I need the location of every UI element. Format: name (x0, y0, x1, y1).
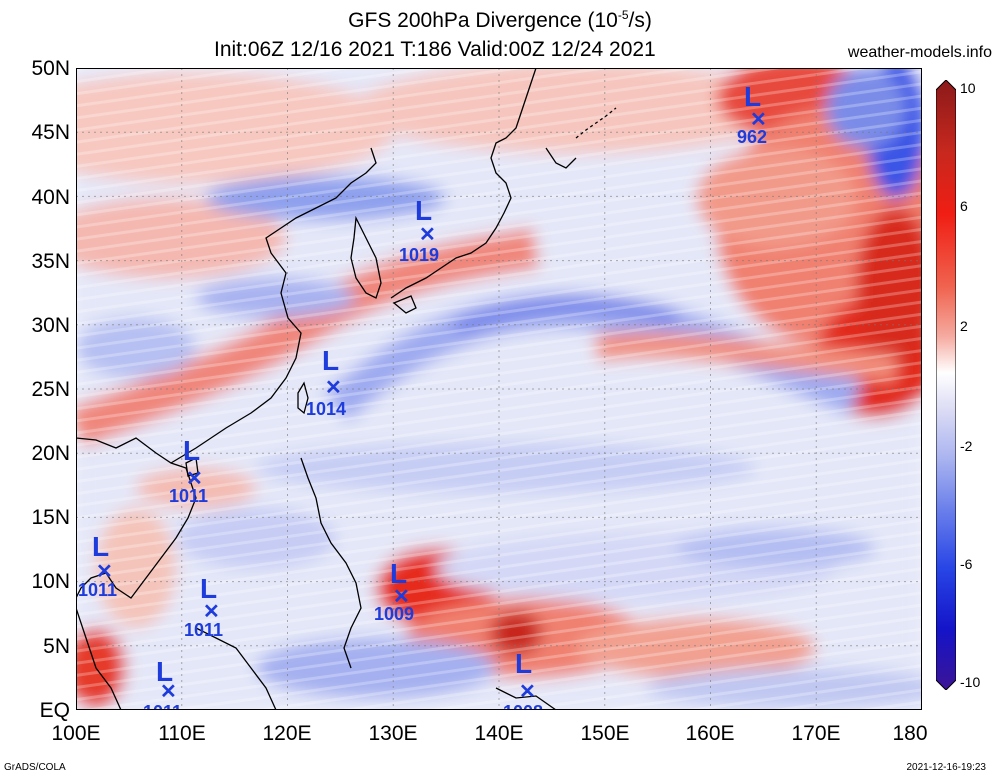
low-pressure: 1011 (78, 580, 117, 600)
colorbar-label: 2 (960, 318, 968, 334)
low-marker: L ✕ 962 (737, 81, 767, 147)
lat-label: 25N (31, 378, 70, 401)
low-marker: L ✕ 1011 (143, 656, 182, 710)
low-pressure: 962 (737, 127, 767, 147)
title-prefix: GFS 200hPa Divergence (10 (348, 9, 618, 32)
low-pressure: 1009 (374, 604, 414, 624)
low-cross: ✕ (203, 601, 220, 623)
low-symbol: L (515, 648, 532, 679)
chart-title: GFS 200hPa Divergence (10-5/s) (0, 8, 1000, 33)
colorbar-label: 10 (960, 80, 976, 96)
low-cross: ✕ (325, 377, 342, 399)
coastline-japan (390, 68, 537, 299)
colorbar-label: -2 (960, 438, 973, 454)
low-pressure: 1019 (399, 245, 439, 265)
coastline-philippines (300, 457, 362, 669)
low-pressure: 1008 (503, 702, 543, 710)
lat-label: 50N (31, 57, 70, 80)
lat-label: 30N (31, 314, 70, 337)
low-pressure: 1014 (306, 399, 346, 419)
lat-label: 10N (31, 570, 70, 593)
low-symbol: L (390, 558, 407, 589)
site-label: weather-models.info (847, 44, 992, 61)
low-symbol: L (200, 573, 217, 604)
low-marker: L ✕ 1014 (306, 345, 346, 419)
lon-label: 140E (474, 722, 524, 745)
lat-label: 40N (31, 186, 70, 209)
coastline-taiwan (297, 381, 309, 415)
coastline-kyushu (392, 295, 417, 314)
lon-label: 130E (368, 722, 418, 745)
lon-label: 160E (685, 722, 735, 745)
lon-label: 100E (51, 722, 101, 745)
coastlines (76, 68, 617, 710)
low-pressure: 1011 (169, 486, 208, 506)
lat-label: 5N (43, 635, 70, 658)
map-frame (76, 68, 922, 710)
lat-label: 35N (31, 250, 70, 273)
title-suffix: /s) (628, 9, 652, 32)
coastline-korea (350, 215, 382, 299)
lon-label: 170E (791, 722, 841, 745)
credit-grads: GrADS/COLA (4, 762, 66, 773)
low-cross: ✕ (160, 681, 177, 703)
low-cross: ✕ (419, 224, 436, 246)
lat-label: 15N (31, 506, 70, 529)
lat-label: 45N (31, 121, 70, 144)
low-markers: L ✕ 962 L ✕ 1019 L ✕ 1014 L ✕ 1011 L ✕ 1… (78, 81, 767, 710)
low-symbol: L (183, 435, 200, 466)
low-symbol: L (415, 195, 432, 226)
colorbar-ramp (936, 80, 956, 690)
low-marker: L ✕ 1008 (503, 648, 543, 710)
low-cross: ✕ (519, 681, 536, 703)
low-cross: ✕ (96, 561, 113, 583)
coastline-new-guinea (495, 687, 557, 710)
lat-label: 20N (31, 442, 70, 465)
chart-subtitle: Init:06Z 12/16 2021 T:186 Valid:00Z 12/2… (214, 38, 656, 61)
low-marker: L ✕ 1011 (78, 531, 117, 600)
low-marker: L ✕ 1011 (169, 435, 208, 506)
coastline-sakhalin (545, 147, 577, 169)
low-marker: L ✕ 1019 (399, 195, 439, 265)
title-exponent: -5 (617, 8, 629, 22)
lat-label: EQ (39, 699, 70, 722)
lon-label: 150E (580, 722, 630, 745)
lon-label: 120E (262, 722, 312, 745)
low-cross: ✕ (186, 468, 203, 490)
coastline-hainan (185, 457, 199, 477)
colorbar-label: -6 (960, 556, 973, 572)
coastline-asia (76, 437, 197, 599)
low-marker: L ✕ 1011 (184, 573, 223, 640)
low-symbol: L (322, 345, 339, 376)
coastline-china (170, 147, 377, 464)
low-symbol: L (92, 531, 109, 562)
low-symbol: L (156, 656, 173, 687)
low-marker: L ✕ 1009 (374, 558, 414, 624)
colorbar (936, 80, 956, 690)
low-pressure: 1011 (143, 702, 182, 710)
low-cross: ✕ (393, 586, 410, 608)
lon-label: 180 (892, 722, 928, 745)
lon-label: 110E (158, 722, 206, 745)
credit-timestamp: 2021-12-16-19:23 (906, 762, 986, 773)
coastline-borneo (195, 627, 277, 710)
low-symbol: L (744, 81, 761, 112)
low-cross: ✕ (750, 109, 767, 131)
colorbar-label: -10 (960, 674, 981, 690)
divergence-map: L ✕ 962 L ✕ 1019 L ✕ 1014 L ✕ 1011 L ✕ 1… (76, 68, 922, 710)
low-pressure: 1011 (184, 620, 223, 640)
coastline-kuriles (575, 107, 617, 139)
coastline-malay (76, 607, 122, 710)
colorbar-label: 6 (960, 198, 968, 214)
graticule (76, 68, 922, 710)
